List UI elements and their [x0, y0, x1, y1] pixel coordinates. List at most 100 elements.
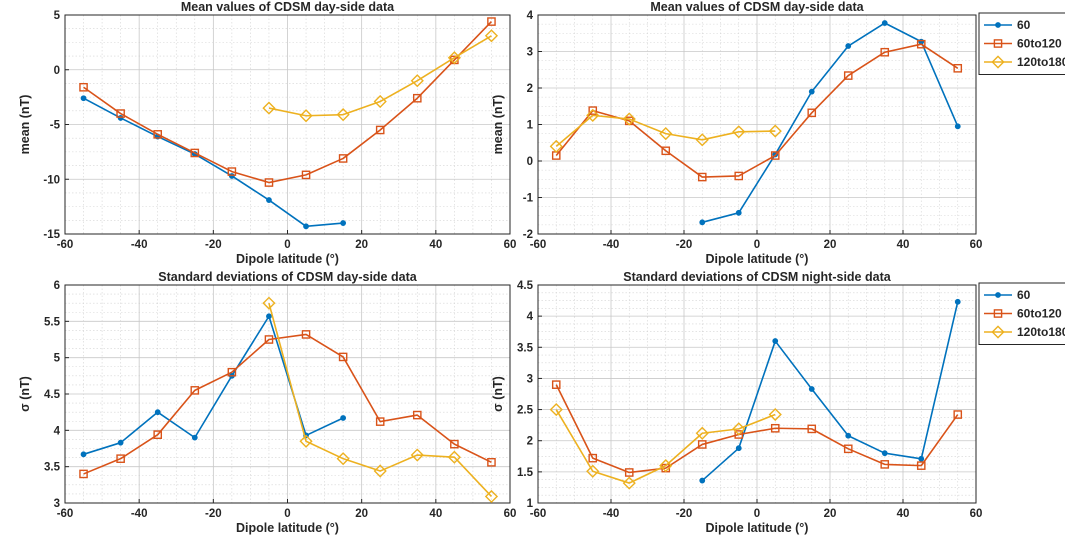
data-point-60to120: [807, 424, 817, 434]
data-point-120to180: [299, 109, 313, 123]
data-point-60to120: [953, 410, 963, 419]
legend-marker-120to180: [991, 325, 1005, 339]
data-point-120to180: [262, 296, 276, 310]
series-60to120: [79, 330, 496, 479]
y-tick-label: 4.5: [44, 389, 61, 401]
data-point-120to180: [659, 127, 673, 141]
x-tick-label: -20: [676, 508, 693, 520]
legend-marker-60: [995, 22, 1001, 28]
data-point-120to180: [768, 124, 782, 138]
x-axis-label: Dipole latitude (°): [236, 521, 339, 535]
data-point-60to120: [412, 93, 422, 103]
data-point-120to180: [549, 402, 563, 417]
series-line-60to120: [83, 21, 493, 184]
data-point-60to120: [412, 410, 422, 420]
data-point-60to120: [487, 17, 496, 26]
x-tick-label: 20: [824, 508, 837, 520]
series-line-60to120: [83, 333, 492, 475]
data-point-60to120: [301, 330, 311, 339]
data-point-60to120: [588, 106, 598, 115]
data-point-60to120: [227, 367, 237, 377]
data-point-120to180: [336, 452, 350, 466]
data-point-120to180: [549, 139, 563, 153]
y-tick-label: 1: [527, 498, 534, 510]
data-point-60to120: [770, 423, 780, 433]
data-point-60: [881, 20, 888, 26]
series-line-60: [702, 22, 959, 224]
data-point-60: [266, 197, 272, 203]
x-axis-label: Dipole latitude (°): [706, 252, 809, 266]
y-tick-label: 1.5: [517, 467, 534, 479]
chart-panel-1: -60 -40 -20 0 20 40 60 -15 -10 -5 0 5 Mean values of…: [18, 0, 516, 266]
y-tick-label: 2: [527, 436, 533, 448]
data-point-60: [845, 43, 852, 49]
data-point-60to120: [375, 417, 385, 426]
x-tick-label: 0: [754, 239, 760, 251]
data-point-60: [808, 88, 815, 95]
y-tick-label: 5.5: [44, 316, 61, 328]
data-point-60to120: [190, 386, 200, 395]
y-tick-label: 6: [54, 280, 60, 292]
x-tick-label: 0: [754, 508, 760, 520]
data-point-120to180: [586, 464, 600, 478]
series-line-60: [701, 301, 959, 482]
series-line-120to180: [555, 114, 776, 148]
data-point-60: [735, 209, 742, 216]
data-point-60to120: [843, 71, 853, 80]
y-tick-label: 5: [54, 10, 61, 22]
data-point-60: [117, 439, 124, 446]
x-tick-label: 60: [970, 239, 983, 251]
data-point-120to180: [410, 74, 424, 88]
y-axis-label: σ (nT): [491, 376, 505, 412]
y-tick-label: -15: [43, 229, 60, 241]
x-tick-label: -40: [131, 239, 148, 251]
data-point-60: [735, 445, 742, 452]
series-line-60: [83, 97, 344, 228]
data-point-60: [303, 223, 309, 230]
data-point-60to120: [916, 461, 926, 470]
data-point-60to120: [264, 178, 274, 187]
y-tick-label: 0: [54, 65, 60, 77]
data-point-60to120: [953, 63, 963, 73]
data-point-60to120: [697, 440, 707, 449]
data-point-60to120: [624, 468, 634, 477]
data-point-120to180: [447, 450, 461, 464]
data-point-120to180: [373, 464, 387, 478]
y-axis-label: mean (nT): [18, 95, 32, 155]
x-tick-label: -20: [205, 508, 222, 520]
x-tick-label: -60: [57, 239, 74, 251]
x-axis-label: Dipole latitude (°): [706, 521, 809, 535]
data-point-60to120: [79, 82, 88, 92]
x-tick-label: 0: [284, 239, 290, 251]
x-tick-label: -60: [57, 508, 74, 520]
x-tick-label: -40: [603, 508, 620, 520]
chart-title: Mean values of CDSM day-side data: [650, 0, 864, 14]
legend-marker-120to180: [991, 55, 1005, 69]
data-point-60: [266, 313, 272, 320]
series-line-120to180: [555, 409, 776, 484]
data-point-60: [699, 219, 706, 226]
x-tick-label: -60: [530, 239, 547, 251]
x-tick-label: 40: [429, 508, 442, 520]
data-point-60to120: [450, 439, 459, 449]
x-tick-label: 0: [284, 508, 290, 520]
x-tick-label: 20: [355, 508, 368, 520]
data-point-60to120: [661, 146, 671, 156]
data-point-60to120: [153, 430, 163, 439]
legend-label-120to180: 120to180: [1017, 55, 1065, 69]
data-point-60to120: [734, 171, 744, 181]
data-point-60: [918, 455, 925, 462]
data-point-60to120: [843, 444, 853, 454]
y-tick-label: 4: [54, 425, 61, 437]
data-point-120to180: [695, 426, 709, 440]
data-point-60: [154, 409, 161, 416]
data-point-60to120: [487, 458, 496, 467]
data-point-120to180: [410, 448, 424, 462]
data-point-60to120: [880, 47, 890, 57]
y-tick-label: 1: [527, 120, 534, 132]
data-point-60: [340, 415, 347, 421]
legend-marker-60to120: [993, 309, 1003, 318]
data-point-60to120: [79, 469, 88, 479]
x-tick-label: -20: [676, 239, 693, 251]
